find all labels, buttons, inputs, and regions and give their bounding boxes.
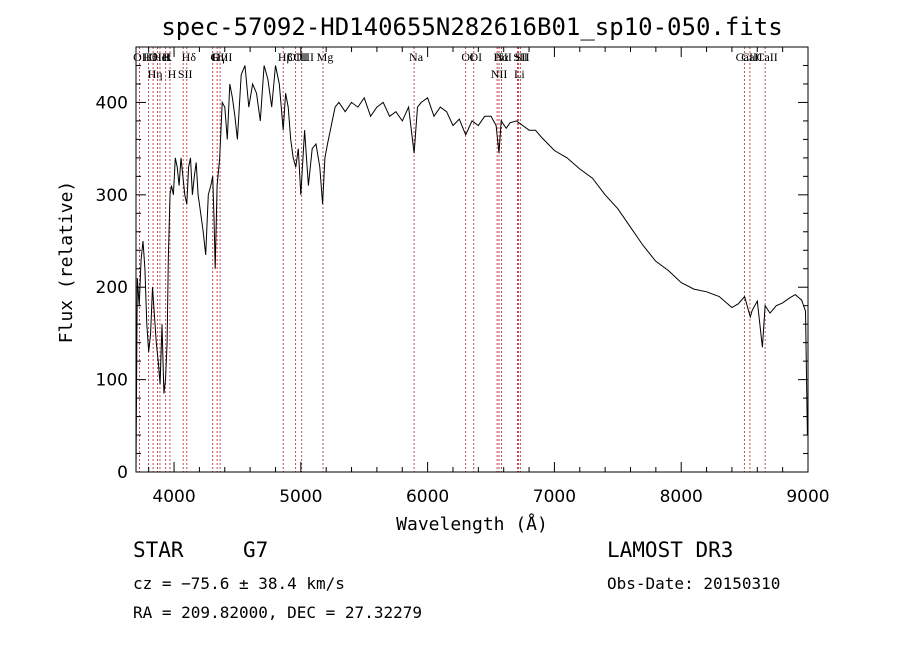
axes: 4000 5000 6000 7000 8000 9000 0 100 200 300 400 — [96, 47, 830, 507]
line-label: Hγ — [212, 50, 227, 64]
x-axis-label: Wavelength (Å) — [396, 513, 548, 535]
line-label: OII — [133, 50, 150, 64]
line-label: OIII — [287, 50, 308, 64]
y-tick-label: 200 — [96, 278, 128, 298]
x-tick-label: 8000 — [660, 487, 703, 507]
line-label: OIII — [293, 50, 314, 64]
line-label: SII — [515, 50, 530, 64]
y-tick-label: 300 — [96, 186, 128, 206]
x-tick-label: 9000 — [786, 487, 829, 507]
x-tick-label: 4000 — [152, 487, 195, 507]
line-label: Hα — [494, 50, 510, 64]
line-label: SII — [178, 67, 193, 81]
line-label: Na — [409, 50, 424, 64]
chart-title: spec-57092-HD140655N282616B01_sp10-050.f… — [161, 13, 782, 41]
line-label: OI — [461, 50, 474, 64]
line-label: OIII — [149, 50, 170, 64]
x-tick-label: 7000 — [533, 487, 576, 507]
line-label: CaII — [736, 50, 757, 64]
line-label: NII — [495, 50, 512, 64]
line-label: Hθ — [143, 50, 158, 64]
line-label: Mg — [317, 50, 334, 64]
x-tick-label: 5000 — [279, 487, 322, 507]
line-label: H — [168, 67, 177, 81]
object-subclass: G7 — [243, 538, 269, 562]
survey-name: LAMOST DR3 — [607, 538, 734, 562]
line-label: CaII — [741, 50, 762, 64]
line-label: SII — [513, 50, 528, 64]
line-label: Hβ — [278, 50, 293, 64]
line-label: CaII — [756, 50, 777, 64]
object-class: STAR — [133, 538, 184, 562]
line-label: Hη — [148, 67, 163, 81]
emission-line-markers — [139, 47, 766, 472]
line-label: Li — [514, 67, 525, 81]
y-tick-label: 100 — [96, 371, 128, 391]
line-label: Hδ — [182, 50, 197, 64]
line-label: HeI — [153, 50, 171, 64]
y-tick-label: 400 — [96, 93, 128, 113]
line-label: G — [210, 50, 219, 64]
line-label: OIII — [212, 50, 233, 64]
line-label: NII — [491, 67, 508, 81]
redshift-cz: cz = −75.6 ± 38.4 km/s — [133, 574, 345, 593]
line-label: K — [163, 50, 172, 64]
y-axis-label: Flux (relative) — [56, 181, 77, 344]
x-tick-label: 6000 — [406, 487, 449, 507]
y-tick-label: 0 — [117, 463, 128, 483]
obs-date: Obs-Date: 20150310 — [607, 574, 781, 593]
ra-dec: RA = 209.82000, DEC = 27.32279 — [133, 603, 422, 622]
spectrum-line — [135, 65, 808, 473]
line-label: OI — [469, 50, 482, 64]
plot-frame — [135, 46, 809, 473]
